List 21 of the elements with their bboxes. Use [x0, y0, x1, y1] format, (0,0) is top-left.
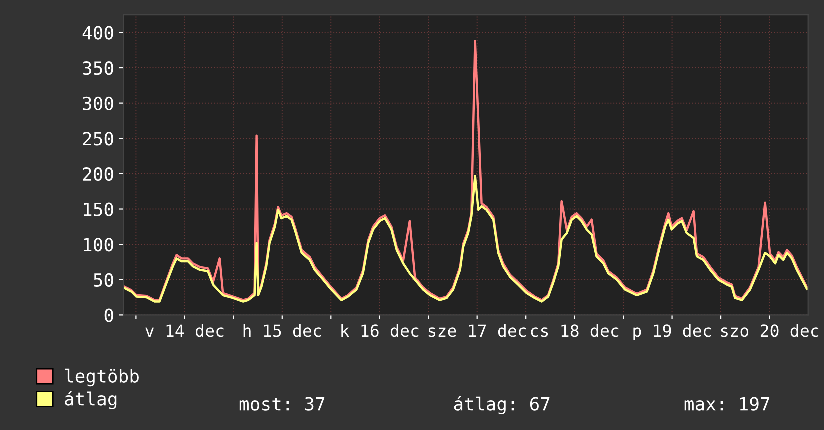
text: max: 197	[684, 397, 770, 411]
y-tick-label: 400	[82, 26, 114, 40]
x-tick-label: cs 18 dec	[531, 324, 619, 338]
text: átlag: 67	[454, 396, 550, 415]
x-tick-label: h 15 dec	[244, 324, 322, 338]
y-tick-label: 50	[94, 273, 114, 288]
legend-label: legtöbb	[65, 368, 139, 387]
legend-label: átlag	[65, 391, 117, 410]
x-tick-label: k 16 dec	[342, 324, 419, 338]
x-tick-label: v 14 dec	[146, 324, 224, 338]
x-tick-label: szo 20 dec	[721, 324, 819, 338]
y-tick-label: 300	[83, 96, 114, 110]
y-tick-label: 100	[84, 238, 114, 252]
y-tick-label: 200	[83, 167, 114, 182]
y-tick-label: 350	[83, 62, 114, 76]
y-tick-label: 0	[104, 308, 114, 322]
y-tick-label: 150	[84, 202, 114, 216]
text: most: 37	[240, 397, 325, 411]
x-tick-label: sze 17 dec	[428, 324, 526, 338]
y-tick-label: 250	[83, 132, 114, 146]
x-tick-label: p 19 dec	[634, 324, 712, 340]
